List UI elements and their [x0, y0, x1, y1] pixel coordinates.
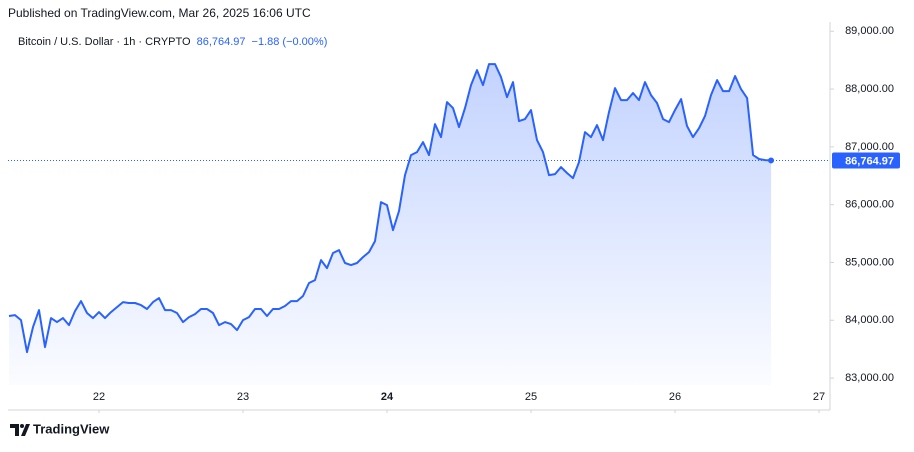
- last-price-label: 86,764.97: [845, 155, 894, 167]
- x-tick-label: 25: [525, 391, 537, 403]
- x-tick-label: 27: [813, 391, 825, 403]
- y-tick-label: 88,000.00: [845, 83, 894, 95]
- price-line: [8, 63, 772, 354]
- y-tick-label: 84,000.00: [845, 314, 894, 326]
- area-fill: [9, 64, 772, 385]
- last-price-box: [832, 152, 900, 169]
- legend-change: −1.88 (−0.00%): [252, 36, 328, 48]
- brand-logo: [10, 424, 30, 436]
- x-tick-label: 23: [237, 391, 249, 403]
- last-point: [768, 157, 775, 164]
- x-tick-label: 24: [381, 391, 394, 403]
- x-tick-label: 22: [93, 391, 105, 403]
- brand-name: TradingView: [33, 421, 110, 436]
- published-header: Published on TradingView.com, Mar 26, 20…: [8, 6, 311, 20]
- legend-price: 86,764.97: [197, 36, 246, 48]
- y-tick-label: 85,000.00: [845, 256, 894, 268]
- y-tick-label: 86,000.00: [845, 199, 894, 211]
- y-tick-label: 87,000.00: [845, 141, 894, 153]
- legend-symbol: Bitcoin / U.S. Dollar · 1h · CRYPTO: [18, 36, 191, 48]
- x-tick-label: 26: [669, 391, 681, 403]
- y-tick-label: 83,000.00: [845, 372, 894, 384]
- y-tick-label: 89,000.00: [845, 25, 894, 37]
